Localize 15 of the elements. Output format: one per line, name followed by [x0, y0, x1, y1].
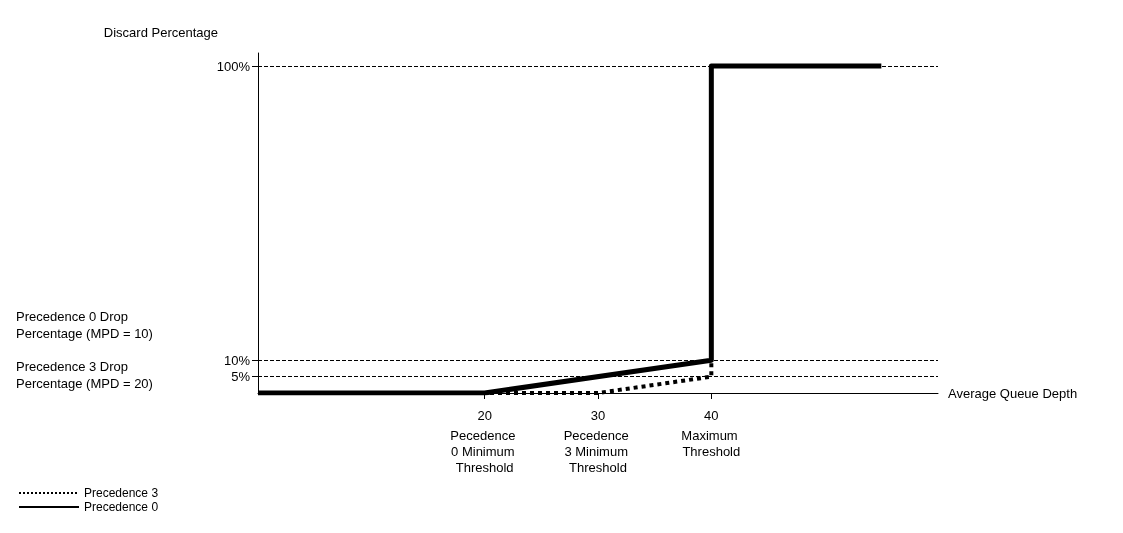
text: Pecedence 3 Minimum Threshold: [563, 427, 633, 475]
text: Precedence 0 Drop Percentage (MPD = 10): [16, 309, 153, 341]
y-tick-label: 10%: [223, 352, 251, 368]
text: Pecedence 0 Minimum Threshold: [450, 427, 519, 475]
legend-label: Precedence 3: [84, 486, 159, 500]
text: Precedence 3 Drop Percentage (MPD = 20): [16, 359, 153, 391]
y-axis-title: Discard Percentage: [103, 25, 218, 40]
x-tick-label: 40: [704, 407, 719, 423]
y-tick-label: 100%: [216, 58, 251, 74]
legend-label: Precedence 0: [84, 500, 159, 514]
x-tick-label: 20: [477, 407, 492, 423]
text: Maximum Threshold: [681, 427, 742, 459]
y-tick-label: 5%: [231, 369, 251, 385]
x-tick-label: 30: [590, 407, 606, 423]
x-axis-title: Average Queue Depth: [948, 385, 1078, 401]
